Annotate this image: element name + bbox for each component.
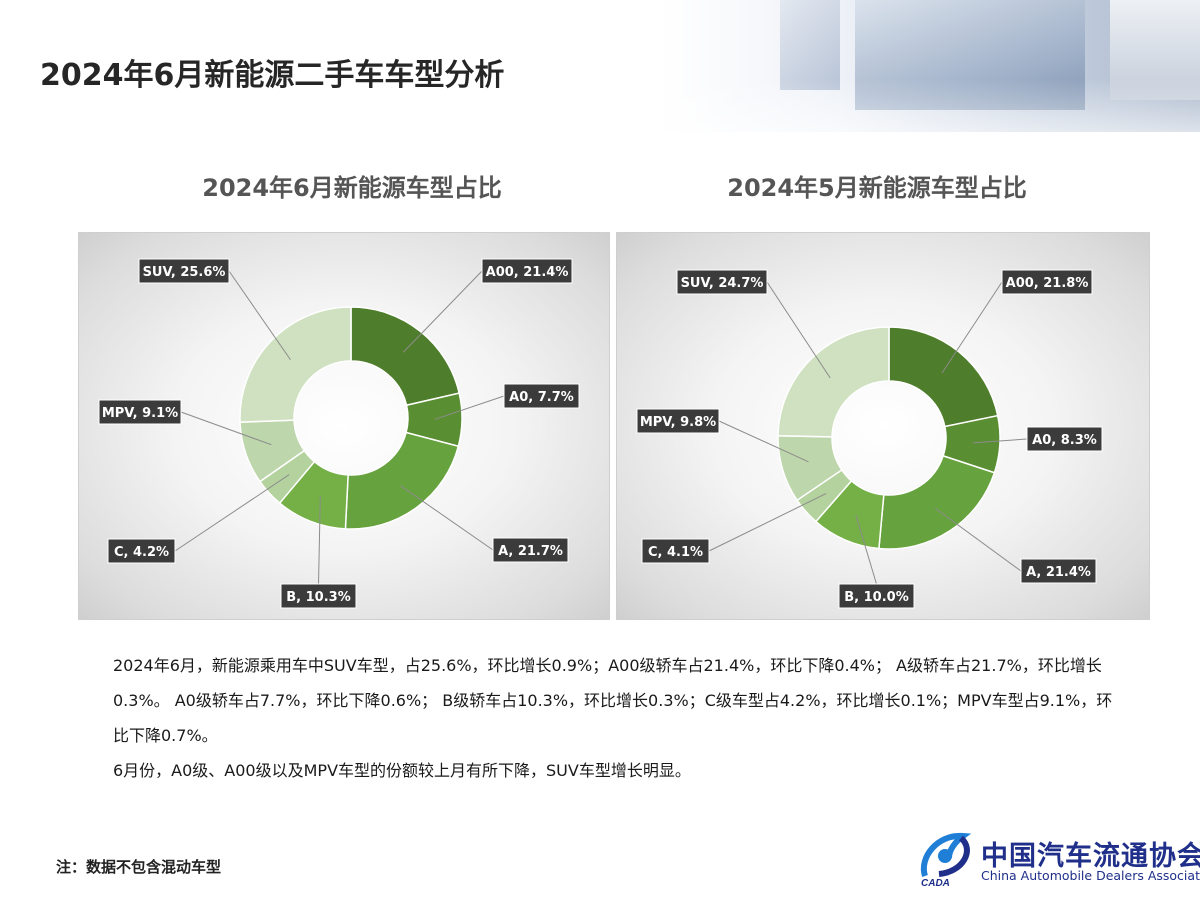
data-label-c: C, 4.2%	[114, 545, 169, 560]
data-label-box-a	[492, 537, 569, 563]
leader-line-c	[174, 474, 290, 552]
donut-slice-suv	[777, 326, 890, 438]
data-label-box-b	[280, 583, 357, 609]
leader-line-a00	[402, 270, 483, 353]
data-label-box-a	[1020, 558, 1097, 584]
data-label-a: A, 21.7%	[498, 544, 563, 559]
data-label-box-a0	[503, 383, 580, 409]
data-label-box-a00	[481, 258, 573, 284]
logo-chinese-name: 中国汽车流通协会	[981, 841, 1200, 872]
data-label-suv: SUV, 24.7%	[681, 276, 764, 291]
chart-title-may: 2024年5月新能源车型占比	[727, 174, 1027, 202]
data-label-box-mpv	[98, 399, 182, 425]
data-label-a0: A0, 8.3%	[1032, 433, 1097, 448]
leader-line-c	[708, 493, 827, 552]
leader-line-mpv	[180, 411, 272, 446]
analysis-text: 2024年6月，新能源乘用车中SUV车型，占25.6%，环比增长0.9%；A00…	[113, 648, 1113, 788]
data-label-c: C, 4.1%	[648, 545, 703, 560]
data-label-a: A, 21.4%	[1026, 565, 1091, 580]
header-banner	[0, 0, 1200, 132]
donut-slice-a	[344, 431, 460, 530]
data-label-box-mpv	[636, 408, 720, 434]
data-label-a00: A00, 21.8%	[1006, 276, 1089, 291]
cada-logo-icon: CADA	[920, 832, 972, 888]
data-label-a00: A00, 21.4%	[486, 265, 569, 280]
data-label-b: B, 10.3%	[286, 590, 350, 605]
leader-line-a0	[972, 438, 1028, 444]
data-label-b: B, 10.0%	[844, 590, 908, 605]
chart-panel-may: A00, 21.8% A0, 8.3% A, 21.4% B, 10.0% C, 4.1…	[616, 232, 1150, 620]
leader-line-suv	[766, 281, 831, 379]
footnote: 注：数据不包含混动车型	[56, 858, 222, 876]
donut-slice-a00	[350, 306, 461, 407]
leader-line-b	[855, 515, 877, 585]
donut-chart-may: A00, 21.8% A0, 8.3% A, 21.4% B, 10.0% C, 4.1…	[636, 269, 1103, 609]
leader-line-a0	[434, 395, 505, 420]
analysis-paragraph-1: 2024年6月，新能源乘用车中SUV车型，占25.6%，环比增长0.9%；A00…	[113, 656, 1113, 745]
donut-slice-a	[878, 454, 996, 550]
leader-line-a00	[941, 281, 1003, 374]
cada-mark-text: CADA	[921, 878, 950, 888]
page-title: 2024年6月新能源二手车车型分析	[40, 58, 505, 93]
data-label-suv: SUV, 25.6%	[143, 265, 226, 280]
leader-line-b	[318, 496, 321, 585]
chart-title-june: 2024年6月新能源车型占比	[202, 174, 502, 202]
logo-english-name: China Automobile Dealers Association	[981, 868, 1200, 883]
data-label-box-suv	[138, 258, 230, 284]
leader-line-suv	[228, 270, 291, 361]
data-label-box-a0	[1026, 426, 1103, 452]
leader-line-a	[400, 485, 494, 551]
donut-slice-suv	[239, 306, 352, 423]
data-label-box-c	[641, 538, 710, 564]
donut-chart-june: A00, 21.4% A0, 7.7% A, 21.7% B, 10.3% C, 4.2…	[98, 258, 580, 609]
data-label-mpv: MPV, 9.1%	[102, 406, 178, 421]
data-label-mpv: MPV, 9.8%	[640, 415, 716, 430]
data-label-box-a00	[1001, 269, 1093, 295]
analysis-paragraph-2: 6月份，A0级、A00级以及MPV车型的份额较上月有所下降，SUV车型增长明显。	[113, 761, 691, 780]
cada-logo: CADA 中国汽车流通协会 China Automobile Dealers A…	[915, 828, 1200, 888]
leader-line-mpv	[718, 420, 809, 463]
data-label-a0: A0, 7.7%	[509, 390, 574, 405]
chart-panel-june: A00, 21.4% A0, 7.7% A, 21.7% B, 10.3% C, 4.2…	[78, 232, 610, 620]
data-label-box-c	[107, 538, 176, 564]
leader-line-a	[934, 507, 1022, 572]
data-label-box-suv	[676, 269, 768, 295]
donut-slice-a00	[888, 326, 999, 428]
data-label-box-b	[838, 583, 915, 609]
